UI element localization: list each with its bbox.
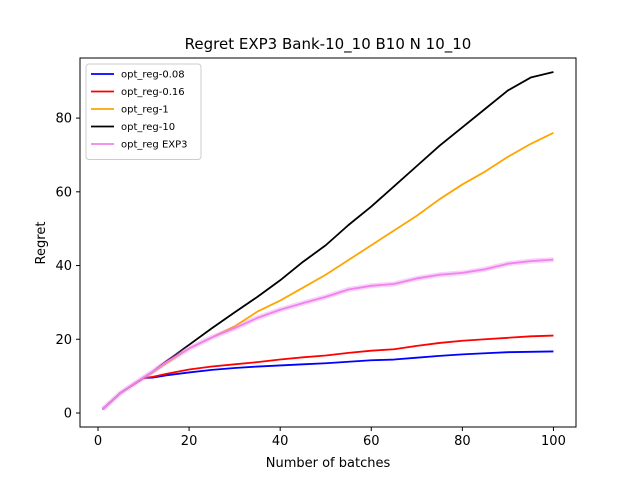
y-tick-label: 80 bbox=[55, 112, 72, 127]
plot-area: 0 20 40 60 80 100 0 20 40 60 80 bbox=[55, 57, 577, 449]
legend-entry: opt_reg-0.16 bbox=[121, 87, 185, 98]
series-line bbox=[101, 258, 554, 410]
legend-entry: opt_reg EXP3 bbox=[121, 140, 188, 151]
series-line bbox=[101, 350, 554, 410]
x-tick-label: 80 bbox=[454, 434, 471, 449]
legend-box bbox=[85, 63, 202, 160]
x-tick-label: 20 bbox=[181, 434, 198, 449]
chart-title: Regret EXP3 Bank-10_10 B10 N 10_10 bbox=[185, 35, 472, 54]
x-tick-label: 60 bbox=[363, 434, 380, 449]
legend-entry: opt_reg-1 bbox=[121, 105, 169, 116]
legend-entry: opt_reg-0.08 bbox=[121, 70, 185, 81]
y-axis-label: Regret bbox=[34, 222, 49, 265]
x-tick-label: 0 bbox=[94, 434, 102, 449]
legend-entry: opt_reg-10 bbox=[121, 122, 175, 133]
x-tick-label: 40 bbox=[272, 434, 289, 449]
y-tick-label: 20 bbox=[55, 333, 72, 348]
axes-frame bbox=[79, 57, 577, 428]
legend: opt_reg-0.08 opt_reg-0.16 opt_reg-1 opt_reg… bbox=[85, 63, 202, 160]
x-tick-label: 100 bbox=[541, 434, 566, 449]
y-tick-label: 40 bbox=[55, 259, 72, 274]
x-axis-label: Number of batches bbox=[266, 456, 391, 471]
series-line bbox=[101, 334, 554, 410]
y-tick-label: 60 bbox=[55, 185, 72, 200]
y-tick-label: 0 bbox=[64, 406, 72, 421]
